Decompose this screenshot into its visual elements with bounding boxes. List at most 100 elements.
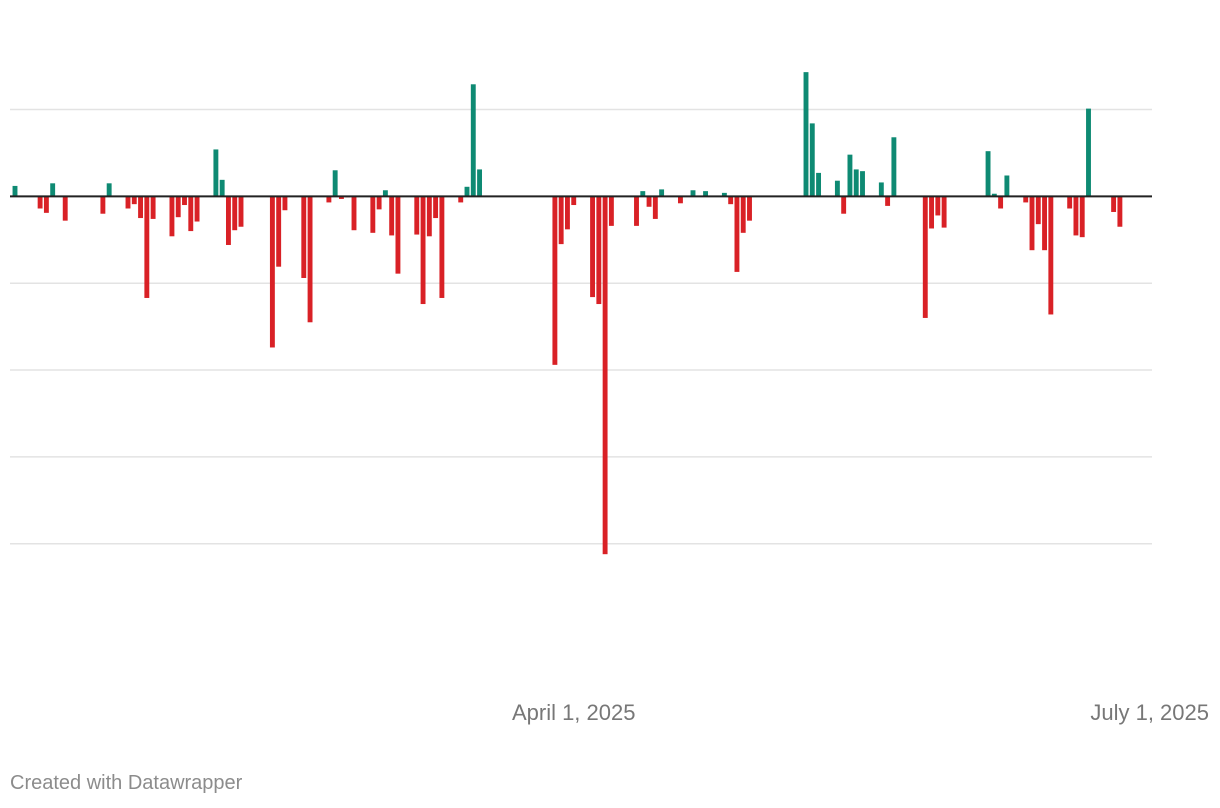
- bar-96: [1117, 196, 1123, 227]
- bar-20: [232, 196, 238, 231]
- bar-46: [552, 196, 558, 365]
- bar-3: [50, 183, 56, 197]
- bar-85: [1004, 175, 1010, 197]
- bar-25: [301, 196, 307, 278]
- bar-90: [1048, 196, 1054, 315]
- bar-71: [841, 196, 847, 214]
- bar-2: [43, 196, 49, 213]
- bar-56: [646, 196, 652, 207]
- bar-10: [144, 196, 150, 298]
- bar-91: [1067, 196, 1073, 209]
- bar-28: [332, 170, 338, 197]
- bar-16: [194, 196, 200, 222]
- bar-53: [608, 196, 614, 226]
- bar-60: [690, 190, 696, 197]
- bar-31: [351, 196, 357, 231]
- bar-94: [1086, 108, 1091, 197]
- bar-38: [420, 196, 426, 305]
- x-tick-label-1: July 1, 2025: [1090, 700, 1209, 725]
- bar-4: [62, 196, 68, 221]
- bar-78: [922, 196, 928, 318]
- bar-68: [809, 123, 815, 197]
- bar-81: [941, 196, 947, 228]
- bar-65: [740, 196, 746, 233]
- bar-0: [12, 185, 18, 197]
- bar-69: [816, 172, 822, 197]
- bar-87: [1029, 196, 1035, 251]
- bar-62: [721, 192, 727, 197]
- bar-49: [571, 196, 577, 206]
- bar-26: [307, 196, 313, 323]
- bar-75: [878, 182, 884, 197]
- bar-70: [834, 180, 840, 197]
- bar-34: [382, 190, 388, 197]
- bar-80: [935, 196, 941, 216]
- bar-21: [238, 196, 244, 227]
- bar-63: [728, 196, 734, 205]
- bar-54: [634, 196, 639, 226]
- bar-84: [998, 196, 1004, 209]
- bar-chart: April 1, 2025 July 1, 2025: [10, 72, 1209, 725]
- bar-7: [125, 196, 131, 209]
- bar-11: [150, 196, 156, 219]
- bar-92: [1073, 196, 1079, 236]
- x-tick-label-0: April 1, 2025: [512, 700, 636, 725]
- bar-82: [985, 151, 991, 197]
- bar-37: [414, 196, 420, 235]
- bar-29: [338, 196, 344, 199]
- bar-15: [188, 196, 194, 232]
- bar-50: [590, 196, 596, 298]
- bar-22: [269, 196, 275, 348]
- bar-48: [564, 196, 570, 230]
- bar-9: [138, 196, 144, 219]
- bar-18: [219, 179, 225, 197]
- bar-67: [803, 72, 809, 197]
- bar-61: [703, 191, 709, 197]
- bar-43: [464, 186, 470, 197]
- bar-1: [37, 196, 43, 209]
- bar-72: [847, 154, 853, 197]
- bar-88: [1035, 196, 1041, 225]
- bar-6: [106, 183, 112, 197]
- bar-42: [458, 196, 464, 203]
- bar-13: [175, 196, 181, 218]
- bar-47: [558, 196, 564, 245]
- bar-73: [853, 169, 859, 197]
- bar-24: [282, 196, 288, 211]
- bar-35: [389, 196, 395, 236]
- bar-89: [1042, 196, 1048, 251]
- bar-79: [929, 196, 935, 229]
- bar-33: [376, 196, 382, 210]
- bar-74: [860, 171, 865, 197]
- bar-86: [1023, 196, 1029, 203]
- bar-93: [1079, 196, 1085, 238]
- bar-8: [131, 196, 137, 205]
- x-axis-ticks: April 1, 2025 July 1, 2025: [512, 700, 1209, 725]
- bar-44: [470, 84, 476, 197]
- bar-19: [225, 196, 231, 245]
- bar-95: [1111, 196, 1117, 212]
- gridlines: [10, 108, 1152, 545]
- bar-77: [891, 137, 897, 197]
- credit-text: Created with Datawrapper: [10, 772, 243, 794]
- bar-23: [276, 196, 282, 267]
- bar-41: [439, 196, 445, 298]
- bar-36: [395, 196, 401, 274]
- bar-39: [426, 196, 432, 237]
- bar-40: [433, 196, 439, 219]
- bar-64: [734, 196, 740, 272]
- bar-52: [602, 196, 608, 555]
- bar-17: [213, 149, 219, 197]
- bar-51: [596, 196, 602, 305]
- bar-66: [747, 196, 752, 221]
- bar-55: [640, 191, 646, 197]
- bar-59: [677, 196, 683, 204]
- bar-27: [326, 196, 332, 203]
- bar-57: [652, 196, 658, 219]
- bar-83: [991, 193, 997, 197]
- bars: [12, 72, 1123, 555]
- bar-14: [182, 196, 187, 206]
- bar-5: [100, 196, 106, 214]
- bar-76: [885, 196, 891, 206]
- bar-32: [370, 196, 376, 233]
